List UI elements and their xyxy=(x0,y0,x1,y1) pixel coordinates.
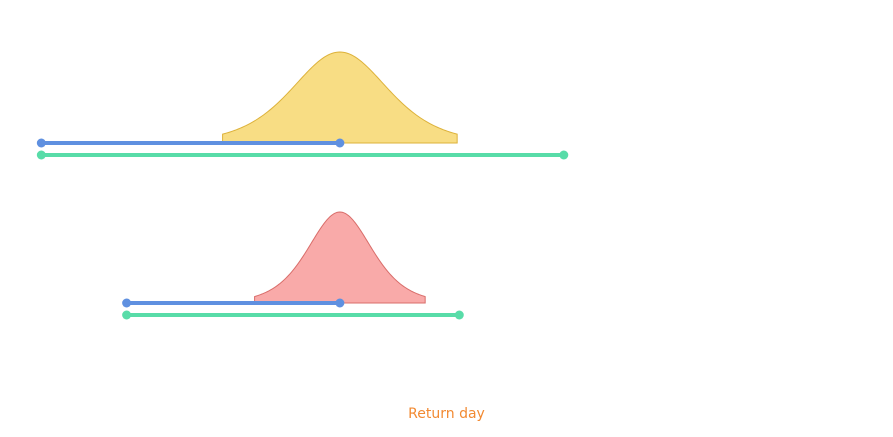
range-start-dot-1-2 xyxy=(36,150,46,160)
x-axis-label: Return day xyxy=(408,406,485,422)
distribution-area-2 xyxy=(254,211,426,304)
range-end-dot-1-2 xyxy=(559,150,569,160)
series-1 xyxy=(36,51,569,160)
range-start-dot-2-2 xyxy=(122,310,132,320)
range-end-dot-2-2 xyxy=(454,310,464,320)
range-start-dot-1-1 xyxy=(36,138,46,148)
range-start-dot-2-1 xyxy=(122,298,132,308)
distribution-area-1 xyxy=(222,51,458,144)
range-end-dot-1-1 xyxy=(335,138,345,148)
series-2 xyxy=(122,211,464,320)
range-end-dot-2-1 xyxy=(335,298,345,308)
